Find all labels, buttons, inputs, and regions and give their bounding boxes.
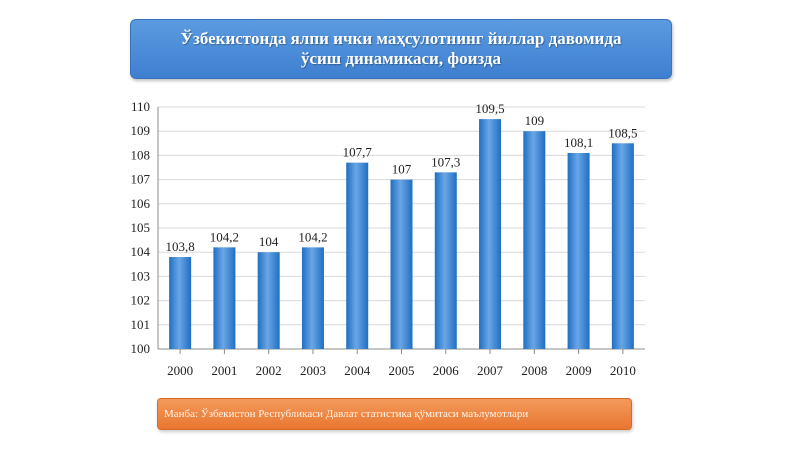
data-label-2003: 104,2 <box>298 229 327 244</box>
data-label-2009: 108,1 <box>564 135 593 150</box>
data-label-2007: 109,5 <box>475 101 504 116</box>
x-tick-label-2010: 2010 <box>610 363 636 378</box>
bar-2006 <box>434 172 457 349</box>
bar-2009 <box>567 152 590 349</box>
bar-2005 <box>390 179 413 349</box>
data-label-2004: 107,7 <box>343 145 373 160</box>
chart-title-line-2: ўсиш динамикаси, фоизда <box>300 49 502 68</box>
y-tick-label: 107 <box>131 172 151 187</box>
y-tick-label: 105 <box>131 220 151 235</box>
bar-2007 <box>479 119 502 349</box>
data-label-2001: 104,2 <box>210 229 239 244</box>
y-tick-label: 100 <box>131 341 151 356</box>
x-tick-label-2007: 2007 <box>477 363 504 378</box>
y-tick-label: 108 <box>131 147 151 162</box>
x-tick-label-2005: 2005 <box>389 363 415 378</box>
y-tick-label: 103 <box>131 268 151 283</box>
data-label-2000: 103,8 <box>166 239 195 254</box>
y-tick-label: 110 <box>131 99 150 114</box>
bar-2002 <box>257 252 280 349</box>
bar-2003 <box>301 247 324 349</box>
chart-title-line-1: Ўзбекистонда ялпи ички маҳсулотнинг йилл… <box>180 29 622 48</box>
data-label-2002: 104 <box>259 234 279 249</box>
x-tick-label-2004: 2004 <box>344 363 371 378</box>
x-tick-label-2000: 2000 <box>167 363 193 378</box>
x-tick-label-2003: 2003 <box>300 363 326 378</box>
bar-2000 <box>169 257 192 349</box>
y-tick-label: 102 <box>131 293 151 308</box>
chart-title: Ўзбекистонда ялпи ички маҳсулотнинг йилл… <box>151 29 651 69</box>
x-tick-label-2009: 2009 <box>566 363 592 378</box>
y-tick-label: 106 <box>131 196 151 211</box>
x-tick-label-2001: 2001 <box>211 363 237 378</box>
bar-2001 <box>213 247 236 349</box>
bar-2010 <box>611 143 634 349</box>
x-tick-label-2006: 2006 <box>433 363 460 378</box>
source-note: Манба: Ўзбекистон Республикаси Давлат ст… <box>164 408 529 420</box>
y-tick-label: 101 <box>131 317 151 332</box>
x-tick-label-2002: 2002 <box>256 363 282 378</box>
data-label-2005: 107 <box>392 162 412 177</box>
y-tick-label: 104 <box>131 244 151 259</box>
y-tick-label: 109 <box>131 123 151 138</box>
data-label-2008: 109 <box>525 113 545 128</box>
bar-2008 <box>523 131 546 349</box>
chart-title-banner: Ўзбекистонда ялпи ички маҳсулотнинг йилл… <box>130 19 672 79</box>
x-tick-label-2008: 2008 <box>521 363 547 378</box>
data-label-2010: 108,5 <box>608 125 637 140</box>
data-label-2006: 107,3 <box>431 154 460 169</box>
bar-2004 <box>346 162 369 349</box>
source-banner: Манба: Ўзбекистон Республикаси Давлат ст… <box>157 398 632 430</box>
